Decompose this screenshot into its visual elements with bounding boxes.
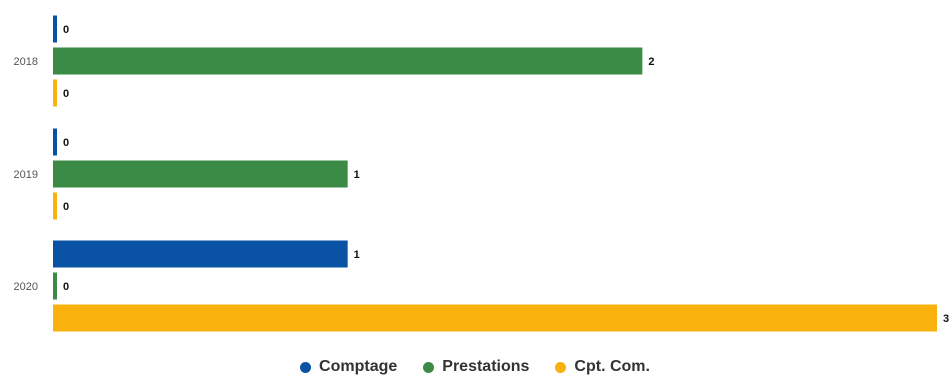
bar-prestations-2018[interactable] — [53, 47, 643, 75]
data-label-comptage-2019: 0 — [63, 137, 69, 149]
bar-comptage-2020[interactable] — [53, 240, 348, 268]
category-label-2020: 2020 — [14, 281, 38, 293]
data-label-cpt-com-2018: 0 — [63, 88, 69, 100]
legend-label-comptage: Comptage — [319, 358, 398, 375]
data-label-comptage-2018: 0 — [63, 24, 69, 36]
legend-item-prestations[interactable]: Prestations — [423, 357, 529, 377]
legend-dot-prestations — [423, 361, 435, 373]
bar-comptage-2018[interactable] — [53, 15, 57, 43]
legend-dot-cpt-com — [555, 361, 567, 373]
data-label-prestations-2019: 1 — [354, 169, 360, 181]
legend-item-cpt-com[interactable]: Cpt. Com. — [555, 357, 650, 377]
category-label-2018: 2018 — [14, 56, 38, 68]
bar-chart: 2018 0 2 0 2019 0 1 0 2020 1 0 3 — [14, 15, 949, 332]
legend-dot-comptage — [300, 361, 312, 373]
legend: Comptage Prestations Cpt. Com. — [0, 357, 950, 377]
bar-comptage-2019[interactable] — [53, 128, 57, 156]
legend-label-prestations: Prestations — [442, 358, 530, 375]
data-label-comptage-2020: 1 — [354, 249, 360, 261]
bar-cpt-com-2018[interactable] — [53, 79, 57, 107]
bar-prestations-2019[interactable] — [53, 160, 348, 188]
bar-cpt-com-2020[interactable] — [53, 304, 937, 332]
data-label-prestations-2020: 0 — [63, 281, 69, 293]
bar-cpt-com-2019[interactable] — [53, 192, 57, 220]
data-label-prestations-2018: 2 — [648, 56, 654, 68]
bar-prestations-2020[interactable] — [53, 272, 57, 300]
legend-item-comptage[interactable]: Comptage — [300, 357, 397, 377]
legend-label-cpt-com: Cpt. Com. — [574, 358, 650, 375]
data-label-cpt-com-2020: 3 — [943, 313, 949, 325]
category-label-2019: 2019 — [14, 169, 38, 181]
data-label-cpt-com-2019: 0 — [63, 201, 69, 213]
